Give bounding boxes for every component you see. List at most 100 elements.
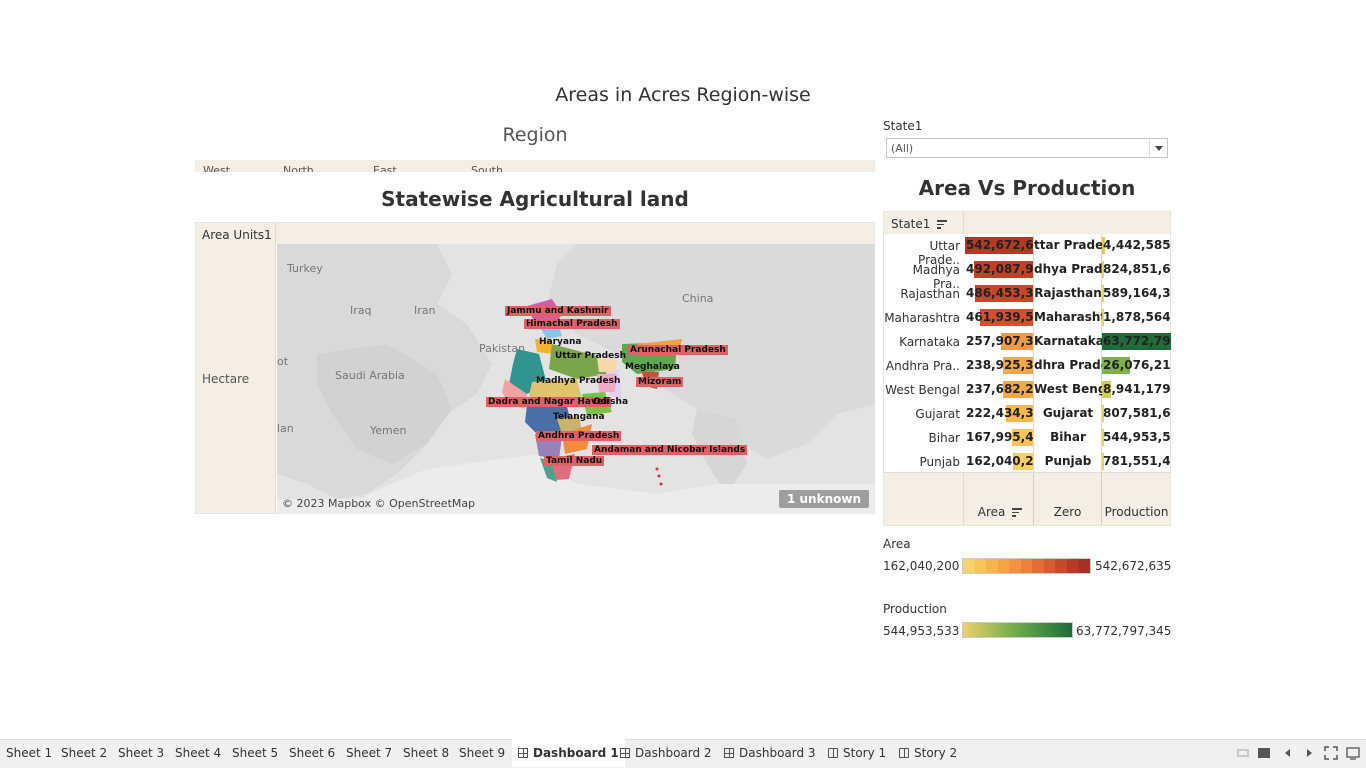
production-bar-cell[interactable]: 807,581,67: [1102, 405, 1171, 422]
tab-sheet-7[interactable]: Sheet 7: [340, 739, 398, 767]
area-bar-cell[interactable]: 162,040,20: [965, 453, 1033, 470]
tab-sheet-5[interactable]: Sheet 5: [226, 739, 284, 767]
area-bar-cell[interactable]: 238,925,33: [965, 357, 1033, 374]
map-canvas[interactable]: Turkey Iraq Iran Saudi Arabia Yemen Paki…: [277, 244, 875, 514]
production-bar[interactable]: [1102, 429, 1104, 446]
area-bar[interactable]: [1006, 405, 1033, 422]
area-bar[interactable]: [1001, 333, 1033, 350]
state-label[interactable]: Odisha: [593, 397, 629, 407]
area-bar[interactable]: [974, 261, 1033, 278]
area-bar[interactable]: [1003, 357, 1033, 374]
avp-row[interactable]: Uttar Prade.. 542,672,63ttar Prades4,442,…: [884, 234, 1171, 267]
state-label[interactable]: Arunachal Pradesh: [628, 345, 728, 355]
avp-state-label[interactable]: Bihar: [928, 431, 960, 445]
tab-sheet-4[interactable]: Sheet 4: [169, 739, 227, 767]
production-bar-cell[interactable]: 1,878,564,9: [1102, 309, 1171, 326]
area-bar[interactable]: [980, 309, 1033, 326]
tab-story-2[interactable]: Story 2: [893, 739, 963, 767]
production-bar-cell[interactable]: 781,551,40: [1102, 453, 1171, 470]
area-bar-cell[interactable]: 542,672,63: [965, 237, 1033, 254]
avp-row[interactable]: Punjab 162,040,20 Punjab 781,551,40: [884, 450, 1171, 474]
zero-axis-label[interactable]: Zero: [1053, 505, 1082, 519]
tab-sheet-6[interactable]: Sheet 6: [283, 739, 341, 767]
production-bar[interactable]: [1102, 285, 1104, 302]
sort-icon[interactable]: [937, 220, 948, 229]
avp-row[interactable]: Bihar 167,995,43 Bihar 544,953,53: [884, 426, 1171, 450]
state-label[interactable]: Madhya Pradesh: [536, 376, 621, 386]
area-bar[interactable]: [1013, 453, 1033, 470]
area-bar[interactable]: [975, 285, 1033, 302]
region-item-north[interactable]: North: [283, 164, 314, 172]
production-bar[interactable]: [1102, 261, 1104, 278]
area-bar-cell[interactable]: 492,087,99: [965, 261, 1033, 278]
avp-state-label[interactable]: Andhra Pra..: [885, 359, 960, 373]
production-bar-cell[interactable]: 8,941,179,2: [1102, 381, 1171, 398]
state-label[interactable]: Jammu and Kashmir: [505, 306, 611, 316]
avp-row[interactable]: Maharashtra 461,939,55Maharashtr1,878,564…: [884, 306, 1171, 330]
production-bar[interactable]: [1102, 381, 1111, 398]
production-bar[interactable]: [1102, 333, 1171, 350]
tab-story-1[interactable]: Story 1: [822, 739, 892, 767]
area-bar-cell[interactable]: 222,434,33: [965, 405, 1033, 422]
fit-icon[interactable]: [1324, 746, 1338, 760]
state-label[interactable]: Andhra Pradesh: [536, 431, 622, 441]
production-bar-cell[interactable]: 824,851,67: [1102, 261, 1171, 278]
region-item-east[interactable]: East: [373, 164, 397, 172]
production-axis-label[interactable]: Production: [1104, 505, 1169, 519]
sort-icon[interactable]: [1012, 508, 1023, 517]
production-bar[interactable]: [1102, 453, 1104, 470]
state-label[interactable]: Himachal Pradesh: [524, 319, 620, 329]
state-label[interactable]: Tamil Nadu: [544, 456, 605, 466]
avp-row[interactable]: Madhya Pra.. 492,087,99dhya Prade824,851,…: [884, 258, 1171, 291]
production-bar-cell[interactable]: 544,953,53: [1102, 429, 1171, 446]
production-bar-cell[interactable]: 26,076,218: [1102, 357, 1171, 374]
avp-row[interactable]: West Bengal 237,682,26West Benga8,941,179…: [884, 378, 1171, 402]
state-label[interactable]: Haryana: [539, 337, 582, 347]
avp-state-label[interactable]: Gujarat: [915, 407, 960, 421]
avp-state-label[interactable]: Uttar Prade..: [918, 239, 960, 267]
production-bar-cell[interactable]: 63,772,797: [1102, 333, 1171, 350]
area-bar-cell[interactable]: 461,939,55: [965, 309, 1033, 326]
production-bar[interactable]: [1102, 405, 1104, 422]
region-item-west[interactable]: West: [203, 164, 231, 172]
state-label[interactable]: Uttar Pradesh: [555, 351, 626, 361]
region-item-south[interactable]: South: [471, 164, 503, 172]
state-label[interactable]: Telangana: [553, 412, 605, 422]
prev-sheet-icon[interactable]: [1281, 746, 1295, 760]
tab-sheet-1[interactable]: Sheet 1: [0, 739, 58, 767]
production-bar-cell[interactable]: 589,164,33: [1102, 285, 1171, 302]
hectare-label[interactable]: Hectare: [202, 372, 250, 386]
state-label[interactable]: Meghalaya: [625, 362, 680, 372]
avp-state-label[interactable]: Karnataka: [899, 335, 960, 349]
show-filmstrip-icon[interactable]: [1257, 746, 1271, 760]
area-bar[interactable]: [1003, 381, 1033, 398]
area-bar-cell[interactable]: 257,907,39: [965, 333, 1033, 350]
avp-state-label[interactable]: Punjab: [919, 455, 960, 469]
area-bar[interactable]: [1012, 429, 1033, 446]
area-bar-cell[interactable]: 237,682,26: [965, 381, 1033, 398]
tab-dashboard-1[interactable]: Dashboard 1: [512, 739, 625, 767]
show-sheets-grid-icon[interactable]: [1236, 746, 1250, 760]
avp-row[interactable]: Andhra Pra.. 238,925,33dhra Prade26,076,2…: [884, 354, 1171, 378]
unknown-indicator[interactable]: 1 unknown: [778, 490, 869, 508]
avp-state-label[interactable]: Madhya Pra..: [912, 263, 960, 291]
tab-sheet-8[interactable]: Sheet 8: [397, 739, 455, 767]
area-bar-cell[interactable]: 486,453,36: [965, 285, 1033, 302]
state-label[interactable]: Dadra and Nagar Haveli: [486, 397, 612, 407]
tab-sheet-9[interactable]: Sheet 9: [453, 739, 511, 767]
avp-row[interactable]: Gujarat 222,434,33 Gujarat 807,581,67: [884, 402, 1171, 426]
tab-dashboard-3[interactable]: Dashboard 3: [718, 739, 822, 767]
tab-sheet-2[interactable]: Sheet 2: [55, 739, 113, 767]
production-bar-cell[interactable]: 4,442,585,3: [1102, 237, 1171, 254]
state1-column-header[interactable]: State1: [884, 212, 964, 234]
avp-state-label[interactable]: West Bengal: [885, 383, 960, 397]
area-units-header[interactable]: Area Units1: [202, 228, 272, 242]
production-legend-scale[interactable]: [962, 622, 1073, 638]
map-attribution[interactable]: © 2023 Mapbox © OpenStreetMap: [282, 497, 476, 510]
avp-state-label[interactable]: Rajasthan: [900, 287, 960, 301]
chevron-down-icon[interactable]: [1149, 139, 1167, 157]
state-label[interactable]: Mizoram: [636, 377, 684, 387]
area-axis-label[interactable]: Area: [968, 505, 1032, 519]
